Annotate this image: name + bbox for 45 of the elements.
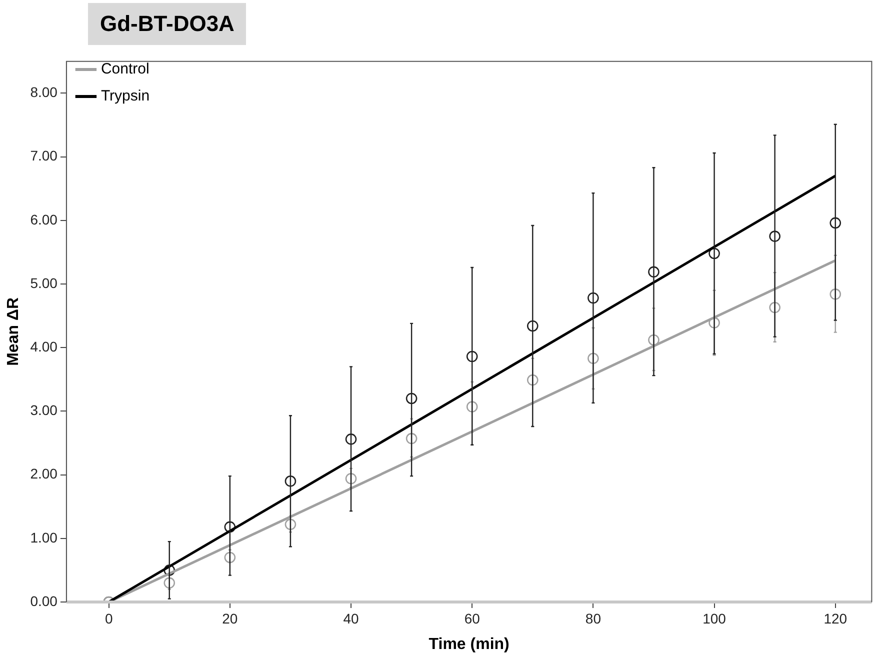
y-tick-label: 4.00: [30, 338, 58, 354]
point: [224, 521, 236, 533]
y-tick-label: 8.00: [30, 84, 58, 100]
y-tick-label: 3.00: [30, 402, 58, 418]
point: [164, 564, 176, 576]
y-tick-label: 7.00: [30, 148, 58, 164]
point: [526, 374, 538, 386]
x-tick-label: 120: [824, 610, 848, 626]
point: [406, 432, 418, 444]
legend-label: Control: [100, 60, 150, 78]
point: [588, 292, 599, 304]
point: [224, 552, 236, 564]
point: [648, 334, 660, 346]
point: [466, 401, 478, 412]
point: [284, 476, 296, 487]
point: [406, 392, 418, 404]
y-tick-label: 2.00: [30, 466, 58, 482]
chart-title: Gd-BT-DO3A: [88, 3, 246, 45]
legend-label: Trypsin: [100, 88, 150, 105]
x-tick-label: 0: [104, 610, 113, 626]
y-axis-title: Mean ΔR: [5, 297, 22, 366]
y-tick-label: 5.00: [30, 274, 58, 291]
x-tick-label: 20: [222, 610, 238, 626]
point: [588, 352, 599, 364]
x-tick-label: 40: [343, 610, 360, 626]
x-tick-label: 80: [585, 610, 602, 626]
point: [284, 518, 296, 530]
point: [345, 434, 357, 445]
point: [648, 266, 660, 278]
point: [769, 230, 780, 242]
point: [708, 248, 720, 260]
y-tick-label: 1.00: [30, 529, 58, 546]
x-axis-title: Time (min): [428, 636, 510, 653]
y-tick-label: 0.00: [30, 592, 58, 609]
point: [830, 288, 842, 300]
point: [708, 317, 720, 328]
point: [466, 350, 478, 362]
point: [830, 217, 842, 229]
point: [164, 577, 176, 589]
point: [345, 472, 357, 484]
y-tick-label: 6.00: [30, 211, 58, 228]
point: [526, 320, 538, 332]
point: [769, 302, 780, 314]
x-tick-label: 60: [464, 610, 480, 626]
x-tick-label: 100: [702, 610, 726, 626]
